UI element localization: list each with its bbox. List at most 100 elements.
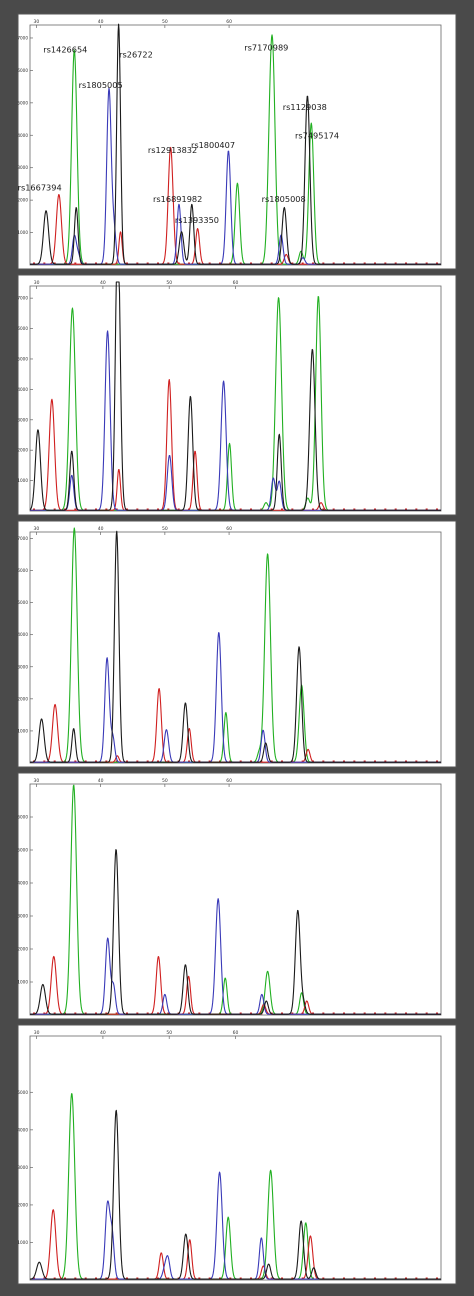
y-tick-label: 5000 <box>17 848 28 853</box>
y-tick-label: 4000 <box>17 387 28 392</box>
plot-frame <box>29 531 442 764</box>
snp-label: rs7170989 <box>244 42 288 52</box>
baseline-marker <box>167 262 170 265</box>
plot-frame <box>29 24 442 266</box>
baseline-marker <box>208 262 211 265</box>
baseline-marker <box>33 508 35 511</box>
y-tick-label: 6000 <box>17 68 28 73</box>
baseline-marker <box>84 508 87 511</box>
baseline-marker <box>270 262 273 265</box>
y-tick-label: 2000 <box>17 1202 28 1207</box>
baseline-marker <box>332 262 335 265</box>
baseline-marker <box>322 508 325 511</box>
y-tick-label: 1000 <box>17 230 28 235</box>
baseline-marker <box>239 1012 242 1015</box>
y-tick-label: 6000 <box>17 815 28 820</box>
baseline-marker <box>363 760 366 763</box>
baseline-marker <box>53 1012 56 1015</box>
baseline-marker <box>136 760 139 763</box>
baseline-marker <box>343 1277 345 1280</box>
baseline-marker <box>250 262 252 265</box>
baseline-marker <box>146 1277 149 1280</box>
x-tick-label: 50 <box>162 526 168 532</box>
baseline-marker <box>198 508 201 511</box>
x-tick-label: 50 <box>162 19 168 25</box>
y-tick-label: 2000 <box>17 198 28 203</box>
y-tick-label: 2000 <box>17 947 28 952</box>
baseline-marker <box>74 1277 77 1280</box>
x-tick-label: 40 <box>98 526 104 532</box>
baseline-marker <box>146 1012 149 1015</box>
baseline-marker <box>384 1012 387 1015</box>
baseline-marker <box>157 1012 159 1015</box>
baseline-marker <box>105 1012 108 1015</box>
baseline-marker <box>33 262 35 265</box>
baseline-marker <box>53 1277 56 1280</box>
series-black-trace <box>29 849 442 1015</box>
y-tick-label: 1000 <box>17 980 28 985</box>
baseline-marker <box>374 1012 376 1015</box>
baseline-marker <box>374 760 376 763</box>
baseline-marker <box>436 262 438 265</box>
series-black-trace <box>29 23 442 265</box>
baseline-marker <box>146 262 149 265</box>
baseline-marker <box>363 1277 366 1280</box>
y-tick-label: 7000 <box>17 536 28 541</box>
baseline-marker <box>405 1012 407 1015</box>
baseline-marker <box>126 760 128 763</box>
electropherogram-panel-5: 30 40 50 60 1000 2000 3000 4000 5000 <box>17 1024 457 1285</box>
baseline-marker <box>394 1012 397 1015</box>
baseline-marker <box>188 1012 190 1015</box>
panel-card <box>17 520 457 768</box>
baseline-marker <box>43 760 46 763</box>
baseline-marker <box>95 1012 97 1015</box>
electropherogram-panel-3: 30 40 50 60 1000 2000 3000 4000 5000 6000 7000 <box>17 520 457 768</box>
snp-label: rs26722 <box>119 49 153 59</box>
baseline-marker <box>157 508 159 511</box>
baseline-marker <box>239 262 242 265</box>
baseline-marker <box>405 508 407 511</box>
baseline-marker <box>374 1277 376 1280</box>
y-tick-label: 3000 <box>17 914 28 919</box>
snp-label: rs1805008 <box>262 194 306 204</box>
baseline-marker <box>208 508 211 511</box>
baseline-marker <box>425 760 428 763</box>
baseline-marker <box>33 1012 35 1015</box>
baseline-marker <box>322 1012 325 1015</box>
baseline-marker <box>198 262 201 265</box>
baseline-marker <box>126 1012 128 1015</box>
baseline-marker <box>250 1277 252 1280</box>
panel-card <box>17 274 457 516</box>
baseline-marker <box>95 508 97 511</box>
baseline-marker <box>374 262 376 265</box>
baseline-marker <box>415 1277 418 1280</box>
baseline-marker <box>343 262 345 265</box>
electropherogram-panel-4: 30 40 50 60 1000 2000 3000 4000 5000 6000 <box>17 772 457 1020</box>
x-tick-label: 30 <box>34 526 40 532</box>
x-tick-label: 60 <box>226 19 232 25</box>
y-tick-label: 6000 <box>17 326 28 331</box>
baseline-marker <box>167 1012 170 1015</box>
baseline-marker <box>43 262 46 265</box>
baseline-marker <box>157 262 159 265</box>
y-tick-label: 1000 <box>17 478 28 483</box>
baseline-marker <box>415 1012 418 1015</box>
baseline-marker <box>136 1277 139 1280</box>
plot-frame <box>29 783 442 1016</box>
baseline-marker <box>415 508 418 511</box>
baseline-marker <box>136 508 139 511</box>
y-tick-label: 3000 <box>17 1165 28 1170</box>
baseline-marker <box>250 508 252 511</box>
y-tick-label: 5000 <box>17 600 28 605</box>
baseline-marker <box>343 1012 345 1015</box>
baseline-marker <box>332 1277 335 1280</box>
baseline-marker <box>53 508 56 511</box>
panel-card <box>17 1024 457 1285</box>
baseline-marker <box>33 1277 35 1280</box>
x-tick-label: 30 <box>34 19 40 25</box>
baseline-marker <box>353 508 356 511</box>
x-tick-label: 40 <box>100 1030 106 1036</box>
baseline-marker <box>425 262 428 265</box>
panel-card <box>17 13 457 270</box>
baseline-marker <box>281 760 283 763</box>
